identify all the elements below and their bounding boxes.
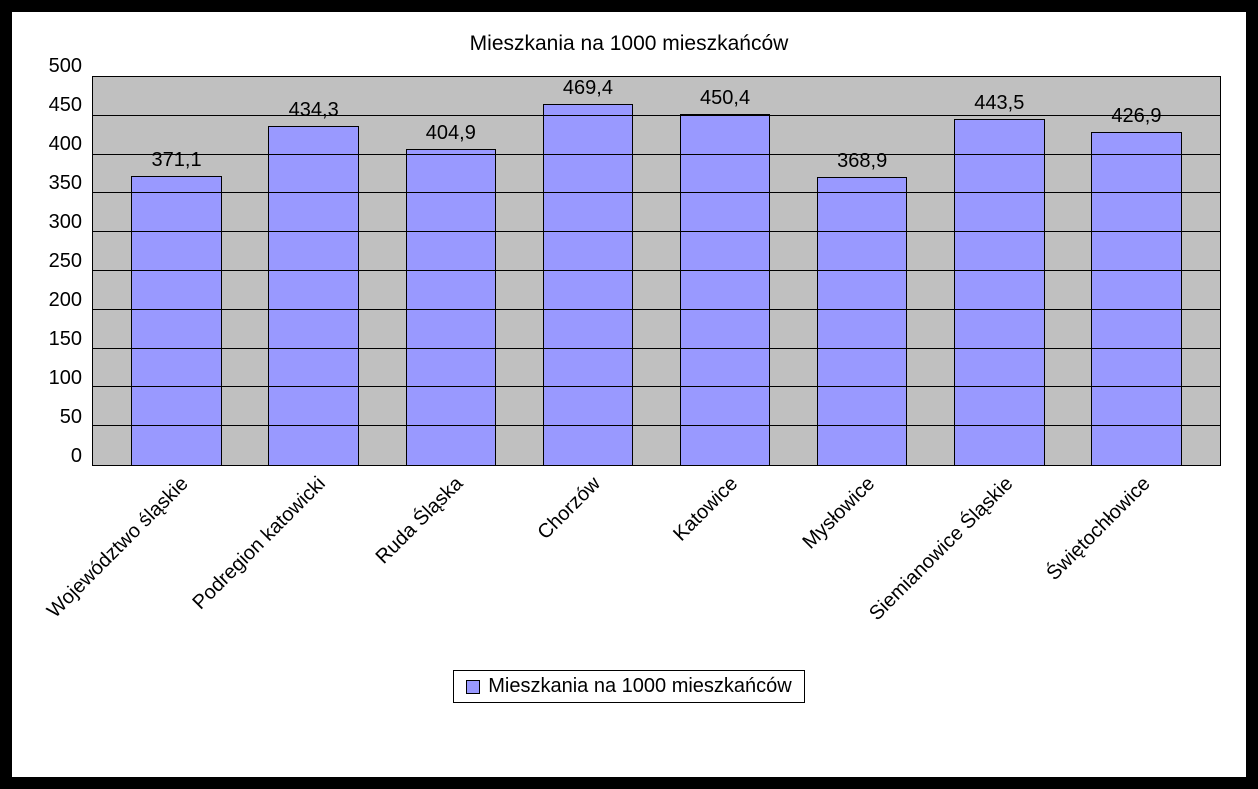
bar bbox=[954, 119, 1045, 465]
gridline bbox=[93, 348, 1220, 349]
bar-slot: 469,4 bbox=[519, 77, 656, 465]
x-label-slot: Podregion katowicki bbox=[244, 474, 381, 664]
bar-slot: 443,5 bbox=[931, 77, 1068, 465]
plot-wrapper: 500450400350300250200150100500 371,1 434,… bbox=[37, 76, 1221, 466]
gridline bbox=[93, 425, 1220, 426]
bar bbox=[543, 104, 634, 465]
bar-value-label: 469,4 bbox=[563, 77, 613, 100]
bars-container: 371,1 434,3 404,9 469,4 450,4 368,9 443,5 426,9 bbox=[93, 77, 1220, 465]
x-label-slot: Ruda Śląska bbox=[382, 474, 519, 664]
bar bbox=[268, 126, 359, 465]
x-label-slot: Chorzów bbox=[519, 474, 656, 664]
bar-slot: 404,9 bbox=[382, 77, 519, 465]
bar bbox=[817, 177, 908, 465]
legend-label: Mieszkania na 1000 mieszkańców bbox=[488, 675, 792, 698]
gridline bbox=[93, 270, 1220, 271]
bar bbox=[131, 176, 222, 465]
x-axis-label: Mysłowice bbox=[799, 473, 880, 554]
bar-value-label: 443,5 bbox=[974, 92, 1024, 115]
bar-value-label: 426,9 bbox=[1111, 105, 1161, 128]
bar-slot: 434,3 bbox=[245, 77, 382, 465]
x-axis-label: Katowice bbox=[669, 473, 743, 547]
y-axis: 500450400350300250200150100500 bbox=[37, 76, 92, 466]
gridline bbox=[93, 192, 1220, 193]
plot-area: 371,1 434,3 404,9 469,4 450,4 368,9 443,5 426,9 bbox=[92, 76, 1221, 466]
gridline bbox=[93, 115, 1220, 116]
bar-value-label: 434,3 bbox=[289, 99, 339, 122]
bar-slot: 371,1 bbox=[108, 77, 245, 465]
x-label-slot: Świętochłowice bbox=[1069, 474, 1206, 664]
bar bbox=[406, 149, 497, 465]
bar bbox=[1091, 132, 1182, 465]
chart-container: Mieszkania na 1000 mieszkańców 500450400… bbox=[12, 12, 1246, 777]
x-axis-labels: Województwo śląskiePodregion katowickiRu… bbox=[37, 474, 1221, 664]
bar-slot: 450,4 bbox=[657, 77, 794, 465]
x-labels-inner: Województwo śląskiePodregion katowickiRu… bbox=[107, 474, 1206, 664]
bar-slot: 426,9 bbox=[1068, 77, 1205, 465]
gridline bbox=[93, 309, 1220, 310]
gridline bbox=[93, 231, 1220, 232]
bar-value-label: 371,1 bbox=[152, 149, 202, 172]
bar bbox=[680, 114, 771, 465]
chart-frame: Mieszkania na 1000 mieszkańców 500450400… bbox=[0, 0, 1258, 789]
gridline bbox=[93, 386, 1220, 387]
x-label-slot: Katowice bbox=[657, 474, 794, 664]
bar-value-label: 450,4 bbox=[700, 87, 750, 110]
legend-swatch-icon bbox=[466, 680, 480, 694]
legend: Mieszkania na 1000 mieszkańców bbox=[453, 670, 805, 703]
x-axis-label: Chorzów bbox=[533, 473, 605, 545]
x-axis-label: Ruda Śląska bbox=[372, 473, 468, 569]
bar-value-label: 404,9 bbox=[426, 122, 476, 145]
gridline bbox=[93, 154, 1220, 155]
chart-title: Mieszkania na 1000 mieszkańców bbox=[470, 32, 789, 56]
bar-slot: 368,9 bbox=[794, 77, 931, 465]
